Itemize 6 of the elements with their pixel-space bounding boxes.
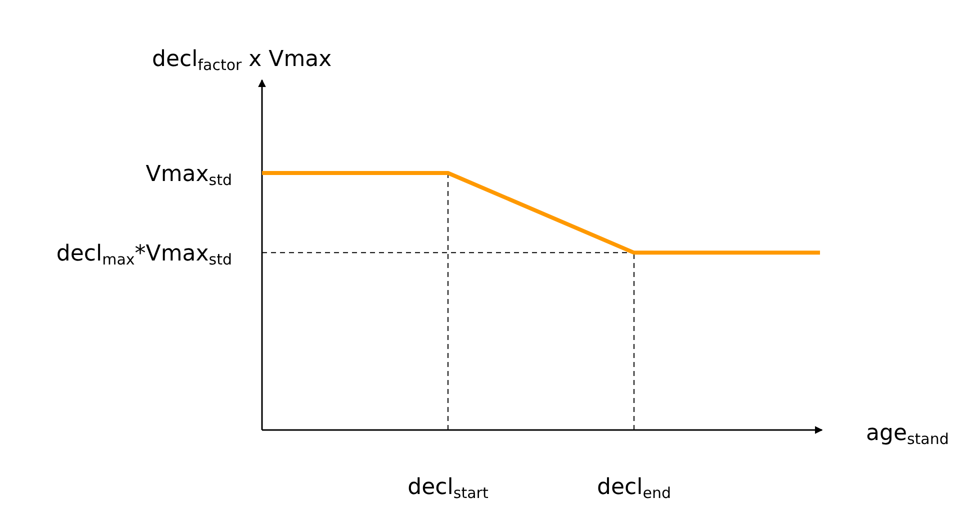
x-tick-label: decl$_{end}$	[597, 475, 671, 502]
y-axis-title: decl$_{factor}$ x Vmax	[152, 47, 332, 74]
text: Vmax$_{std}$	[146, 162, 232, 189]
x-tick-label: decl$_{start}$	[408, 475, 488, 502]
text: decl$_{max}$*Vmax$_{std}$	[56, 242, 232, 268]
x-axis-title: age$_{stand}$	[866, 421, 949, 448]
